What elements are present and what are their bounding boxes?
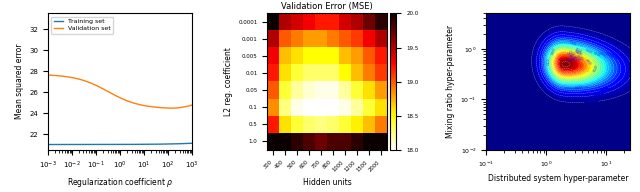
Text: 0.860: 0.860 [567,55,576,61]
X-axis label: Regularization coefficient $\rho$: Regularization coefficient $\rho$ [67,176,173,189]
Text: 0.020: 0.020 [589,100,596,104]
Text: 0.580: 0.580 [573,49,582,56]
X-axis label: Distributed system hyper-parameter: Distributed system hyper-parameter [488,174,628,183]
Text: 0.180: 0.180 [605,52,614,58]
Text: 0.900: 0.900 [570,56,578,64]
Text: 0.660: 0.660 [585,58,593,66]
Text: 0.340: 0.340 [593,51,601,57]
Y-axis label: L2 reg. coefficient: L2 reg. coefficient [223,47,232,116]
Text: 0.780: 0.780 [565,52,574,58]
Text: 0.940: 0.940 [564,57,573,63]
Text: 0.420: 0.420 [547,57,551,65]
Y-axis label: Mixing ratio hyper-parameter: Mixing ratio hyper-parameter [446,25,455,138]
Text: 0.820: 0.820 [573,55,581,63]
Text: 0.060: 0.060 [596,92,604,97]
Text: 0.220: 0.220 [575,86,583,90]
Text: 0.620: 0.620 [574,50,582,57]
Y-axis label: Mean squared error: Mean squared error [15,44,24,119]
Text: 0.100: 0.100 [600,87,608,92]
Text: 0.540: 0.540 [593,64,599,72]
Text: 0.700: 0.700 [568,50,576,57]
Legend: Training set, Validation set: Training set, Validation set [51,17,113,34]
Title: Validation Error (MSE): Validation Error (MSE) [281,2,373,11]
Text: 0.500: 0.500 [575,47,583,54]
Text: 0.460: 0.460 [551,47,557,55]
Text: 0.140: 0.140 [610,53,619,59]
Text: 0.260: 0.260 [598,51,607,58]
Text: 0.380: 0.380 [584,48,593,55]
Text: 0.300: 0.300 [568,41,577,47]
X-axis label: Hidden units: Hidden units [303,178,351,187]
Text: 0.740: 0.740 [575,54,584,61]
